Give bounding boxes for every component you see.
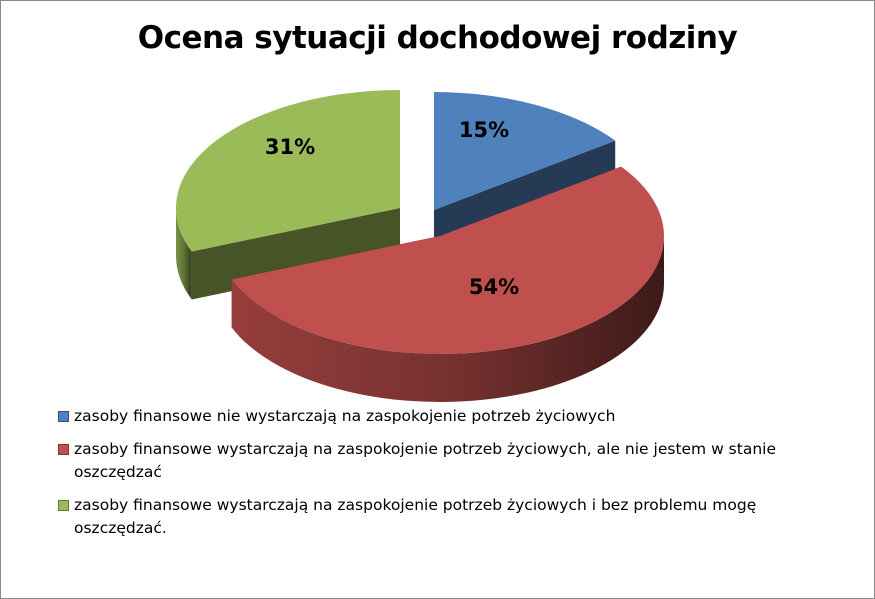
legend-item-1: zasoby finansowe nie wystarczają na zasp… xyxy=(58,405,848,428)
legend-item-2: zasoby finansowe wystarczają na zaspokoj… xyxy=(58,438,848,484)
label-54: 54% xyxy=(469,275,519,299)
legend-swatch-2 xyxy=(58,444,69,455)
slice-blue-top xyxy=(434,92,616,210)
slice-green-top xyxy=(176,90,400,252)
legend-label-2: zasoby finansowe wystarczają na zaspokoj… xyxy=(74,440,777,481)
slice-red-side xyxy=(231,236,664,402)
slice-green xyxy=(176,90,400,300)
legend-label-3: zasoby finansowe wystarczają na zaspokoj… xyxy=(74,496,757,537)
legend-swatch-1 xyxy=(58,411,69,422)
chart-legend: zasoby finansowe nie wystarczają na zasp… xyxy=(58,405,848,550)
slice-red xyxy=(231,166,665,402)
slice-red-top xyxy=(231,166,665,354)
legend-label-1: zasoby finansowe nie wystarczają na zasp… xyxy=(74,407,616,425)
slice-green-wall-0 xyxy=(191,208,400,300)
slice-green-side xyxy=(176,208,192,300)
label-15: 15% xyxy=(459,118,509,142)
chart-title: Ocena sytuacji dochodowej rodziny xyxy=(137,20,738,56)
legend-item-3: zasoby finansowe wystarczają na zaspokoj… xyxy=(58,494,848,540)
legend-swatch-3 xyxy=(58,500,69,511)
label-31: 31% xyxy=(265,135,315,159)
